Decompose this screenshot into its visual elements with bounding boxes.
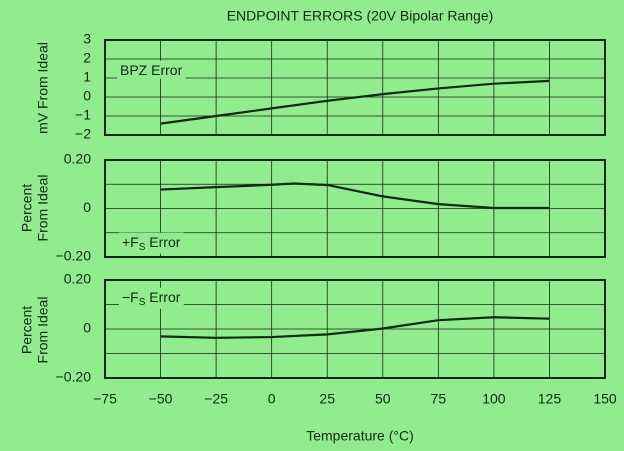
chart-title: ENDPOINT ERRORS (20V Bipolar Range) — [227, 8, 494, 24]
annotation: +FS Error — [122, 234, 181, 253]
annotation-subscript: S — [139, 297, 146, 308]
x-tick-label: 50 — [375, 391, 391, 407]
annotation-text: Error — [145, 289, 180, 305]
y-tick-label: −2 — [75, 126, 91, 142]
y-tick-label: 2 — [83, 50, 91, 66]
y-axis-label: From Ideal — [35, 297, 51, 364]
y-axis-label: Percent — [19, 306, 35, 354]
y-tick-label: 1 — [83, 69, 91, 85]
annotation-text: Error — [145, 234, 180, 250]
annotation-background — [117, 60, 186, 79]
x-tick-label: −75 — [93, 391, 117, 407]
x-tick-label: −50 — [149, 391, 173, 407]
y-tick-label: 3 — [83, 31, 91, 47]
y-tick-label: −1 — [75, 107, 91, 123]
y-tick-label: 0 — [83, 320, 91, 336]
data-line — [160, 79, 550, 125]
data-line — [160, 182, 550, 210]
annotation: BPZ Error — [120, 62, 183, 78]
y-tick-label: 0 — [83, 199, 91, 215]
y-axis-label: Percent — [19, 184, 35, 232]
x-tick-label: 0 — [268, 391, 276, 407]
plot-frame — [104, 39, 606, 136]
y-tick-label: 0 — [83, 88, 91, 104]
y-axis-label: mV From Ideal — [35, 42, 51, 134]
x-tick-label: 25 — [319, 391, 335, 407]
annotation: −FS Error — [122, 289, 181, 308]
plot-frame — [104, 279, 606, 379]
x-tick-label: 125 — [538, 391, 562, 407]
annotation-text: +F — [122, 234, 139, 250]
y-axis-label: From Ideal — [35, 175, 51, 242]
x-tick-label: 150 — [593, 391, 617, 407]
x-tick-label: 75 — [431, 391, 447, 407]
annotation-background — [119, 232, 184, 254]
x-tick-label: −25 — [204, 391, 228, 407]
annotation-text: BPZ Error — [120, 62, 183, 78]
x-axis-label: Temperature (°C) — [306, 428, 414, 444]
plot-frame — [104, 159, 606, 258]
y-tick-label: −0.20 — [56, 369, 92, 385]
y-tick-label: −0.20 — [56, 248, 92, 264]
y-tick-label: 0.20 — [64, 151, 91, 167]
annotation-background — [119, 287, 184, 309]
data-line — [160, 316, 550, 339]
x-tick-label: 100 — [482, 391, 506, 407]
y-tick-label: 0.20 — [64, 271, 91, 287]
annotation-subscript: S — [139, 242, 146, 253]
annotation-text: −F — [122, 289, 139, 305]
